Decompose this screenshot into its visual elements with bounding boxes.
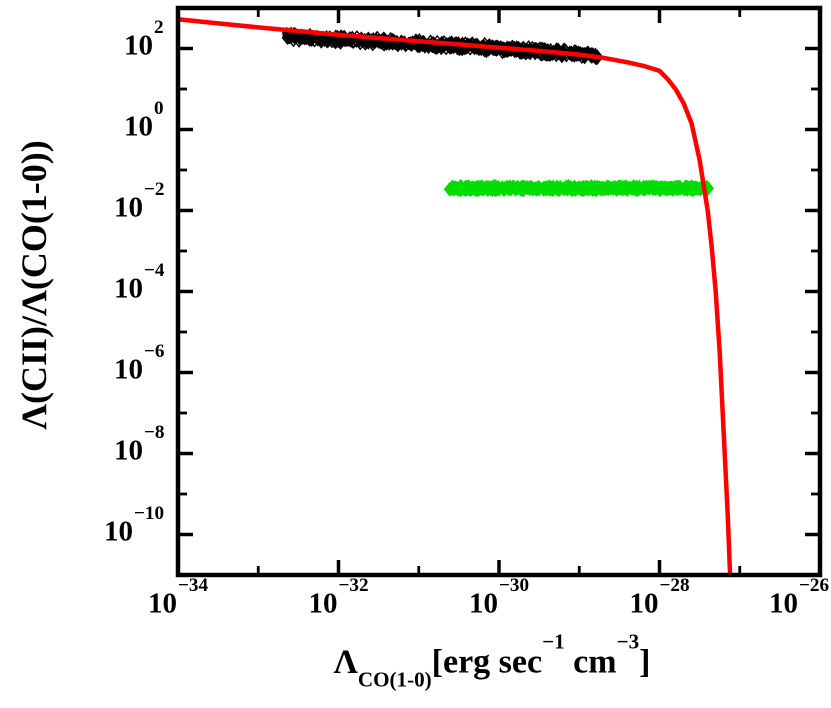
x-axis-title-exponent-1: −1	[542, 629, 565, 654]
x-axis-title-unit-post: ]	[639, 643, 651, 681]
y-axis-tick-label: 10−10	[104, 502, 165, 548]
black-open-diamond-cluster-markers	[281, 26, 603, 66]
red-model-curve-path	[175, 17, 733, 578]
x-axis-tick-label: 10−34	[148, 575, 209, 620]
y-axis-tick-label: 100	[124, 97, 164, 143]
x-axis-title-subscript: CO(1-0)	[357, 667, 432, 692]
green-diamond-band	[443, 178, 715, 198]
y-axis-tick-label: 10−6	[114, 340, 165, 386]
plot-frame	[175, 5, 823, 578]
black-open-diamond-cluster	[281, 26, 603, 66]
y-axis-tick-label: 10−8	[114, 421, 165, 467]
axis-ticks	[176, 8, 822, 575]
y-axis-tick-label: 10−2	[114, 178, 165, 224]
y-axis-title: Λ(CII)/Λ(CO(1-0))	[14, 140, 54, 430]
x-axis-tick-label: 10−26	[769, 575, 830, 620]
x-axis-title-lambda: Λ	[333, 643, 358, 681]
y-axis-title-text: Λ(CII)/Λ(CO(1-0))	[14, 140, 54, 430]
red-model-curve	[175, 17, 733, 578]
x-axis-tick-label: 10−28	[629, 575, 690, 620]
green-diamond-band-markers	[443, 178, 715, 198]
x-axis-title: ΛCO(1-0)[erg sec−1 cm−3]	[333, 631, 651, 690]
x-axis-tick-label: 10−30	[469, 575, 530, 620]
y-axis-tick-label: 102	[124, 16, 164, 62]
x-axis-title-unit-mid: cm	[564, 643, 617, 681]
y-axis-tick-label: 10−4	[114, 259, 165, 305]
x-axis-tick-label: 10−32	[308, 575, 369, 620]
x-axis-title-exponent-2: −3	[616, 629, 640, 654]
x-axis-title-unit-pre: [erg sec	[431, 643, 543, 681]
